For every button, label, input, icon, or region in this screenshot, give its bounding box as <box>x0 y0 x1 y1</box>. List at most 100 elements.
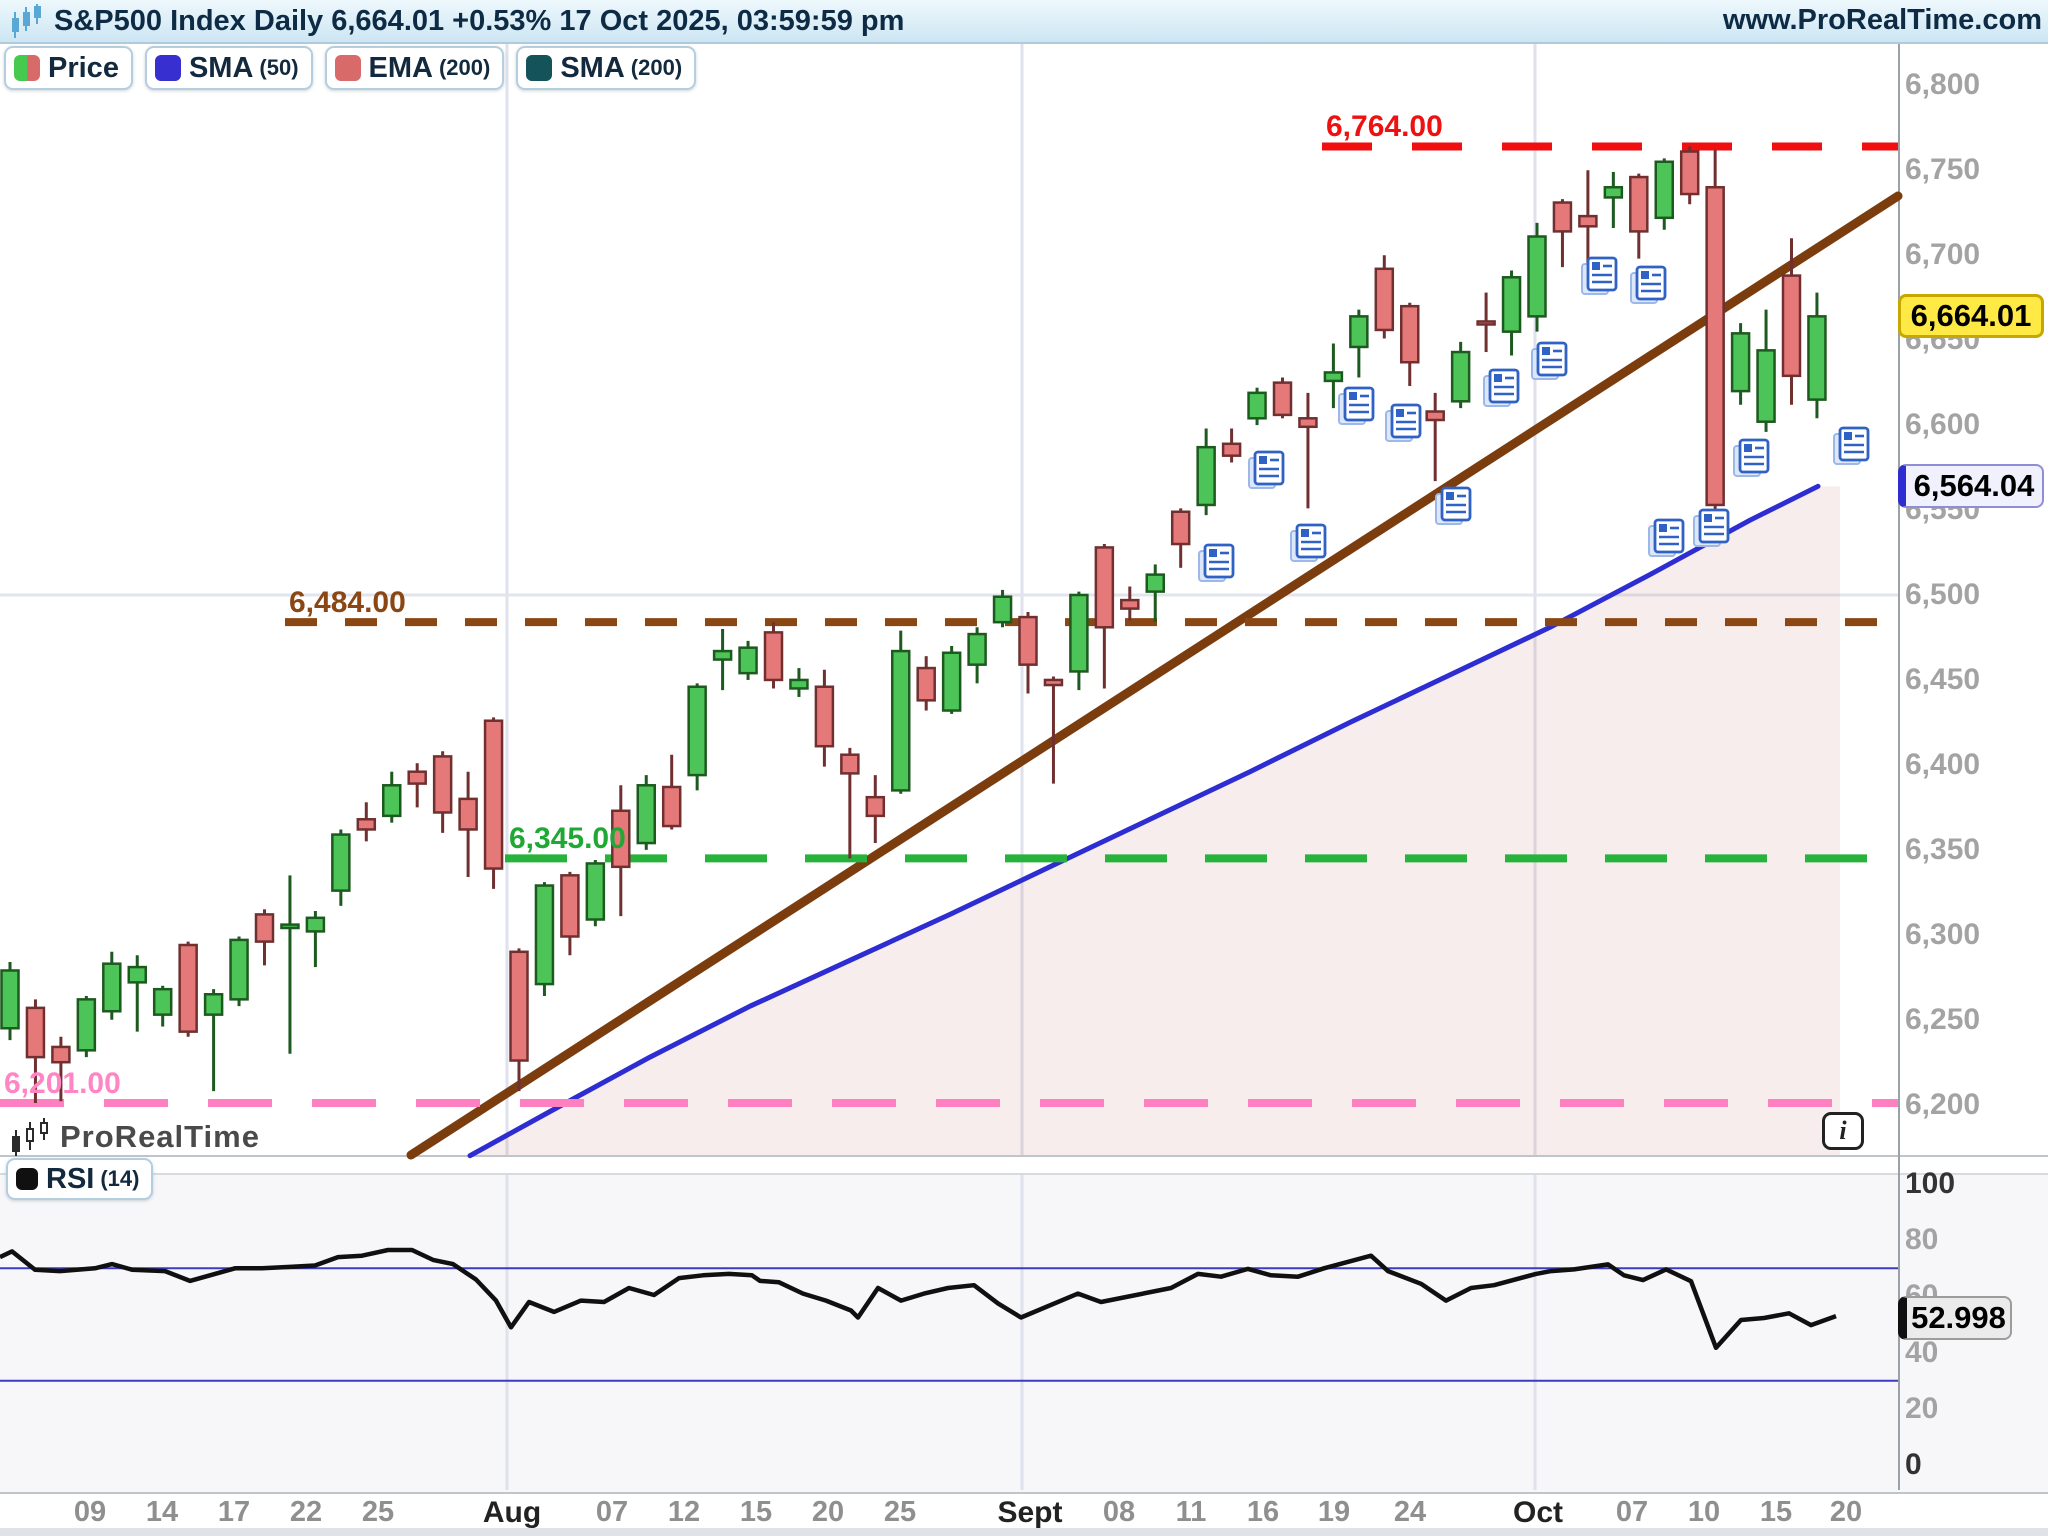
watermark-candles-icon <box>10 1118 54 1156</box>
price-axis-label: 6,400 <box>1905 747 1981 781</box>
candle <box>534 882 555 996</box>
candle <box>76 995 97 1058</box>
candle <box>1196 428 1216 516</box>
candle <box>585 860 606 927</box>
prorealtime-watermark: ProRealTime <box>10 1118 260 1156</box>
candle <box>127 955 147 1032</box>
candle <box>280 875 300 1054</box>
rsi-indicator-pill[interactable]: RSI (14) <box>6 1158 154 1200</box>
date-axis-label: 24 <box>1393 1496 1427 1528</box>
sma50-price-badge: 6,564.04 <box>1898 464 2044 508</box>
legend-sma200[interactable]: SMA (200) <box>516 46 697 90</box>
trendline[interactable] <box>406 191 1903 1160</box>
news-icon[interactable] <box>1435 486 1472 525</box>
candlestick-logo-icon <box>8 4 44 38</box>
indicator-legend: Price SMA (50) EMA (200) SMA (200) <box>4 46 697 90</box>
candle <box>1221 428 1242 463</box>
candle <box>1120 586 1140 621</box>
candle <box>1629 173 1649 259</box>
info-button[interactable]: i <box>1822 1112 1864 1150</box>
candle <box>432 751 453 833</box>
date-axis-label: 15 <box>1759 1496 1793 1528</box>
news-icon[interactable] <box>1648 518 1685 557</box>
price-axis-label: 6,250 <box>1905 1002 1981 1036</box>
news-icon[interactable] <box>1338 386 1375 425</box>
candle <box>840 747 860 859</box>
news-icon[interactable] <box>1198 543 1235 582</box>
legend-ema200-period: (200) <box>438 55 491 80</box>
pane-separator <box>0 1155 2048 1157</box>
candle <box>1323 343 1344 409</box>
price-axis-label: 6,800 <box>1905 68 1981 102</box>
candle <box>1425 392 1445 482</box>
rsi-value-badge: 52.998 <box>1898 1296 2012 1340</box>
candle <box>1043 676 1064 784</box>
news-icon[interactable] <box>1385 403 1422 442</box>
ema200-swatch-icon <box>334 55 361 81</box>
news-icon[interactable] <box>1833 426 1870 465</box>
candle <box>1756 309 1776 432</box>
news-icon[interactable] <box>1290 523 1327 562</box>
date-axis-month-label: Oct <box>1512 1496 1564 1529</box>
candle <box>1094 544 1115 689</box>
candle <box>51 1036 71 1102</box>
legend-sma50[interactable]: SMA (50) <box>144 46 313 90</box>
price-swatch-icon <box>14 55 40 81</box>
date-axis-label: 17 <box>217 1496 251 1528</box>
candle <box>1679 146 1700 205</box>
news-icon[interactable] <box>1248 450 1285 489</box>
news-icon[interactable] <box>1531 341 1568 380</box>
watermark-text: ProRealTime <box>60 1119 260 1154</box>
news-icon[interactable] <box>1733 438 1770 477</box>
level-label: 6,201.00 <box>4 1067 121 1100</box>
candle <box>560 871 580 956</box>
candle <box>636 775 656 850</box>
candle <box>1654 158 1674 230</box>
date-axis-label: 15 <box>739 1496 773 1528</box>
candle <box>356 802 377 842</box>
date-axis-month-label: Sept <box>997 1496 1063 1529</box>
rsi-swatch-icon <box>16 1168 38 1190</box>
date-axis-label: 22 <box>289 1496 323 1528</box>
candle <box>1730 323 1751 405</box>
date-axis-label: 16 <box>1246 1496 1280 1528</box>
candle <box>1781 238 1802 405</box>
news-icon[interactable] <box>1581 256 1618 295</box>
news-icon[interactable] <box>1483 368 1520 407</box>
candle <box>687 683 707 791</box>
candle <box>712 628 733 691</box>
legend-price-label: Price <box>48 51 119 84</box>
date-axis-label: 14 <box>145 1496 179 1528</box>
candle <box>1247 387 1267 426</box>
candle <box>738 640 758 680</box>
price-axis-label: 6,750 <box>1905 153 1981 187</box>
legend-sma200-label: SMA <box>560 51 625 84</box>
axis-border <box>1898 44 1900 1490</box>
candle <box>814 669 835 767</box>
rsi-pane-bg[interactable] <box>0 1173 2048 1494</box>
legend-ema200-label: EMA <box>368 51 433 84</box>
news-icon[interactable] <box>1630 265 1667 304</box>
news-icon[interactable] <box>1693 508 1730 547</box>
candle <box>1170 508 1191 568</box>
legend-ema200[interactable]: EMA (200) <box>324 46 505 90</box>
date-axis-label: 12 <box>667 1496 701 1528</box>
rsi-label: RSI <box>46 1162 95 1195</box>
candle <box>203 989 224 1092</box>
candle <box>331 829 351 906</box>
date-axis-label: 07 <box>595 1496 629 1528</box>
date-axis-label: 11 <box>1175 1496 1207 1528</box>
candle <box>789 668 809 697</box>
candle <box>102 951 122 1020</box>
candle <box>1450 341 1471 409</box>
price-axis-label: 6,600 <box>1905 408 1981 442</box>
rsi-axis-label: 20 <box>1905 1391 1939 1425</box>
price-axis-label: 6,200 <box>1905 1087 1981 1121</box>
site-url: www.ProRealTime.com <box>1722 4 2042 36</box>
candle <box>1476 292 1496 353</box>
candle <box>509 948 529 1092</box>
legend-price[interactable]: Price <box>4 46 133 90</box>
sma50-line <box>467 483 1821 1159</box>
